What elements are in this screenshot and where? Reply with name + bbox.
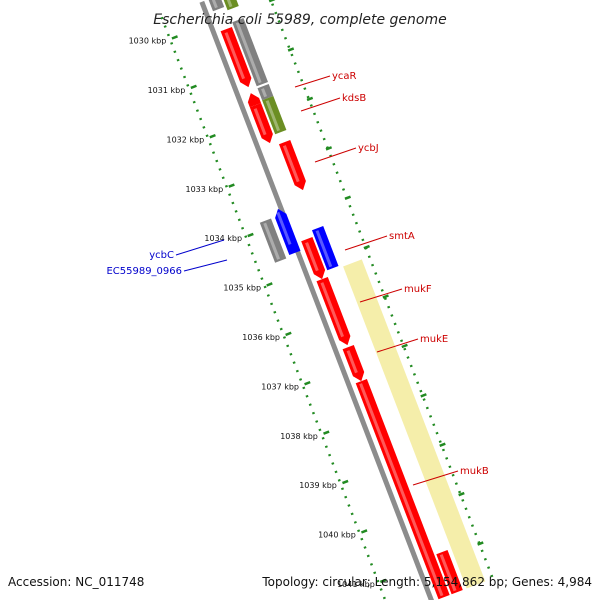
cds-feature	[249, 103, 273, 144]
kbp-tick	[363, 244, 370, 250]
gene-label-kdsb: kdsB	[342, 93, 366, 104]
cds-feature	[342, 345, 365, 382]
kbp-tick	[477, 541, 484, 546]
feature-highlight	[253, 108, 267, 136]
kbp-tick	[342, 479, 349, 485]
feature-tracks	[199, 0, 463, 600]
reverse-cds-feature	[312, 226, 339, 271]
gene-label-mukb: mukB	[460, 466, 489, 477]
cds-feature	[301, 237, 326, 280]
kbp-tick	[420, 393, 427, 398]
gene-label-ycar: ycaR	[332, 71, 357, 82]
kbp-tick	[266, 282, 273, 287]
kbp-tick	[247, 232, 254, 238]
kbp-tick-label: 1030 kbp	[129, 37, 167, 46]
kbp-tick	[401, 343, 408, 349]
feature-highlight	[224, 32, 245, 80]
cds-feature	[316, 277, 351, 346]
gene-label-leader	[314, 147, 357, 163]
feature-highlight	[282, 145, 300, 183]
feature-bands	[343, 259, 486, 589]
gene-label-leader	[183, 259, 228, 272]
gene-label-smta: smtA	[389, 231, 415, 242]
gene-label-ec55989_0966: EC55989_0966	[106, 266, 182, 277]
feature-highlight	[211, 0, 218, 9]
kbp-tick	[379, 578, 387, 584]
rna-feature	[262, 96, 287, 135]
feature-highlight	[261, 88, 267, 98]
kbp-tick	[382, 294, 389, 299]
gene-label-leader	[359, 288, 403, 303]
gene-label-leader	[175, 239, 225, 256]
kbp-tick	[268, 0, 276, 3]
feature-highlight	[276, 211, 292, 245]
kbp-tick-label: 1041 kbp	[337, 580, 375, 589]
gene-feature	[259, 218, 287, 263]
kbp-tick-label: 1035 kbp	[223, 284, 261, 293]
kbp-tick-label: 1036 kbp	[242, 333, 280, 342]
gene-feature	[208, 0, 225, 12]
feature-highlight	[439, 554, 457, 592]
feature-highlight	[359, 383, 444, 597]
feature-highlight	[226, 0, 233, 8]
kbp-tick	[304, 380, 311, 386]
gene-feature	[232, 18, 268, 87]
gene-label-leader	[412, 470, 459, 486]
kbp-tick-label: 1034 kbp	[204, 234, 242, 243]
kbp-tick	[439, 442, 446, 447]
kbp-tick-label: 1038 kbp	[280, 432, 318, 441]
kbp-tick	[323, 430, 330, 435]
kbp-tick-label: 1031 kbp	[148, 86, 186, 95]
gene-label-ycbj: ycbJ	[358, 143, 379, 154]
cds-feature	[355, 379, 450, 600]
gene-label-ycbc: ycbC	[149, 250, 174, 261]
kbp-tick-label: 1037 kbp	[261, 382, 299, 391]
accession-text: Accession: NC_011748	[8, 575, 145, 589]
gene-labels: ycaR kdsB ycbJ smtA mukF mukE mukB ycbC EC55989_…	[106, 71, 489, 486]
kbp-tick	[171, 35, 178, 40]
gene-label-leader	[294, 75, 331, 88]
cds-feature	[436, 550, 463, 595]
gene-label-leader	[300, 97, 341, 112]
kbp-tick	[190, 84, 197, 90]
kbp-tick	[360, 529, 368, 534]
kbp-tick	[287, 47, 295, 52]
kbp-tick	[228, 183, 235, 188]
kbp-tick-label: 1033 kbp	[185, 185, 223, 194]
feature-highlight	[320, 282, 344, 338]
ruler-left	[160, 16, 387, 600]
kbp-tick	[209, 133, 216, 139]
kbp-tick	[344, 195, 352, 200]
feature-highlight	[263, 222, 280, 260]
gene-feature	[257, 84, 274, 101]
reverse-cds-feature	[275, 208, 301, 255]
kbp-tick	[285, 331, 292, 337]
rna-feature	[223, 0, 239, 11]
feature-highlight	[346, 350, 358, 374]
kbp-tick-label: 1032 kbp	[166, 135, 204, 144]
map-title: Escherichia coli 55989, complete genome	[153, 12, 446, 28]
genome-backbone	[199, 0, 434, 600]
kbp-tick-label: 1040 kbp	[318, 531, 356, 540]
cds-feature	[247, 93, 261, 108]
kbp-tick	[458, 491, 465, 497]
feature-highlight	[305, 242, 319, 272]
gene-label-mukf: mukF	[404, 284, 432, 295]
kbp-tick	[306, 96, 314, 102]
feature-highlight	[265, 100, 280, 132]
gene-label-leader	[376, 338, 419, 353]
cds-feature	[279, 140, 306, 191]
kbp-ruler: 1030 kbp 1031 kbp 1032 kbp 1033 kbp 1034 kbp…	[129, 0, 494, 600]
highlight-band	[343, 259, 486, 589]
gene-label-leader	[344, 235, 388, 251]
genome-summary-text: Topology: circular; Length: 5,154,862 bp…	[262, 575, 592, 589]
gene-label-muke: mukE	[420, 334, 448, 345]
feature-highlight	[315, 230, 333, 268]
feature-highlight	[235, 22, 262, 84]
kbp-tick-label: 1039 kbp	[299, 481, 337, 490]
kbp-tick	[325, 146, 333, 151]
cds-feature	[220, 27, 252, 88]
